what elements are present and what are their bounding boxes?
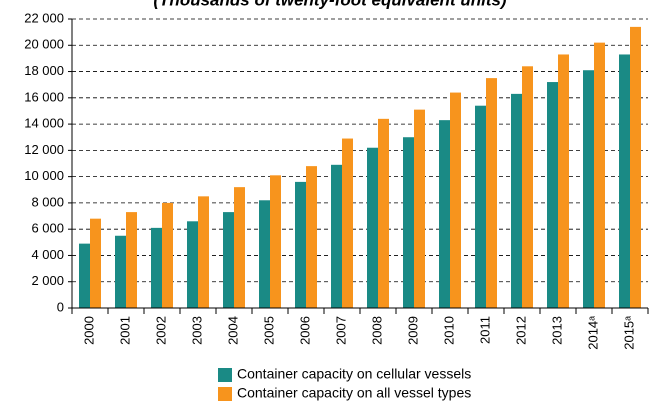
- y-tick-label: 6 000: [31, 221, 64, 236]
- y-tick-label: 14 000: [24, 116, 64, 131]
- x-tick-label: 2012: [513, 316, 528, 345]
- y-tick-label: 0: [57, 299, 64, 314]
- bar: [306, 166, 317, 308]
- chart-title: (Thousands of twenty-foot equivalent uni…: [153, 0, 507, 9]
- y-tick-label: 10 000: [24, 168, 64, 183]
- x-tick-label: 2000: [81, 316, 96, 345]
- legend-swatch: [218, 368, 232, 382]
- x-tick-label: 2004: [225, 316, 240, 345]
- bar: [511, 93, 522, 308]
- legend-label: Container capacity on cellular vessels: [237, 366, 471, 382]
- bar: [378, 118, 389, 308]
- bar: [234, 187, 245, 308]
- bar: [270, 175, 281, 308]
- legend-label: Container capacity on all vessel types: [237, 385, 471, 401]
- bar: [151, 227, 162, 308]
- bar: [486, 78, 497, 308]
- x-tick-label: 2009: [405, 316, 420, 345]
- x-tick-label: 2011: [477, 316, 492, 344]
- legend-swatch: [218, 387, 232, 401]
- y-tick-label: 16 000: [24, 89, 64, 104]
- bar: [475, 105, 486, 308]
- x-tick-label: 2008: [369, 316, 384, 345]
- x-tick-label: 2007: [333, 316, 348, 345]
- bar: [162, 202, 173, 308]
- y-tick-label: 2 000: [31, 273, 64, 288]
- y-tick-label: 22 000: [24, 10, 64, 25]
- y-tick-label: 4 000: [31, 247, 64, 262]
- bar: [223, 212, 234, 308]
- bar: [522, 66, 533, 308]
- bar: [414, 109, 425, 309]
- x-tick-label: 2006: [297, 316, 312, 345]
- bar: [90, 218, 101, 308]
- bar: [439, 120, 450, 309]
- bar: [187, 221, 198, 308]
- x-tick-label: 2005: [261, 316, 276, 345]
- bar: [558, 54, 569, 308]
- bar: [126, 212, 137, 308]
- bar: [115, 235, 126, 308]
- bar: [342, 138, 353, 308]
- bar: [450, 92, 461, 309]
- y-tick-label: 20 000: [24, 37, 64, 52]
- x-tick-label: 2010: [441, 316, 456, 345]
- bar: [630, 26, 641, 309]
- y-tick-label: 12 000: [24, 142, 64, 157]
- x-tick-label: 2001: [117, 316, 132, 345]
- bar: [583, 70, 594, 309]
- x-tick-label: 2002: [153, 316, 168, 345]
- x-tick-label: 2014ᵃ: [585, 316, 600, 350]
- bar: [295, 181, 306, 308]
- y-tick-label: 8 000: [31, 194, 64, 209]
- bar: [403, 137, 414, 308]
- bar: [259, 200, 270, 308]
- bar: [367, 147, 378, 308]
- bar: [619, 54, 630, 308]
- bar: [547, 82, 558, 309]
- bar: [594, 42, 605, 309]
- x-tick-label: 2013: [549, 316, 564, 345]
- y-tick-label: 18 000: [24, 63, 64, 78]
- bar: [198, 196, 209, 308]
- x-tick-label: 2015ᵃ: [621, 316, 636, 350]
- x-tick-label: 2003: [189, 316, 204, 345]
- bar: [331, 164, 342, 308]
- bar: [79, 243, 90, 308]
